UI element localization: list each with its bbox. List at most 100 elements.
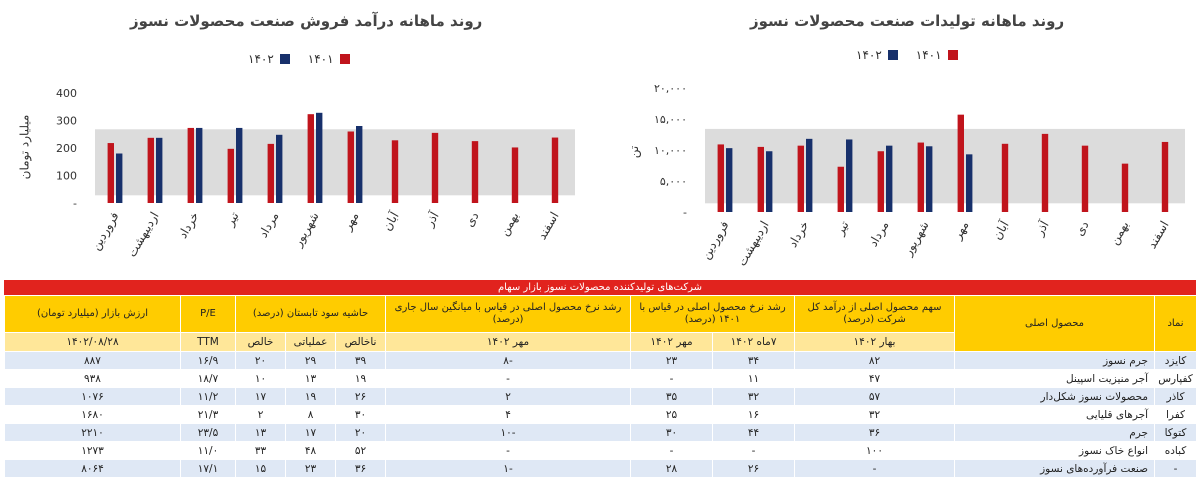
bar-1401 [757, 146, 764, 212]
cell-rate-avg: -۸ [385, 351, 632, 370]
subheader-gross: ناخالص [335, 332, 387, 352]
cell-market-cap: ۱۲۷۳ [4, 441, 181, 460]
cell-rate-mehr: ۲۵ [630, 405, 714, 424]
bar-1401 [431, 132, 439, 203]
revenue-chart: - 100 200 300 400 فروردین اردیبهشت خرداد تیر مردا… [56, 87, 575, 260]
cell-net-margin: ۲ [234, 405, 287, 424]
x-tick-label: شهریور [900, 219, 932, 260]
cell-symbol: - [1154, 459, 1198, 478]
cell-pe: ۲۱/۳ [180, 405, 236, 424]
y-tick-label: 100 [56, 170, 77, 183]
cell-net-margin: ۱۳ [234, 423, 287, 442]
x-tick-label: آذر [1031, 217, 1053, 239]
legend-label-1401: ۱۴۰۱ [307, 52, 334, 66]
x-tick-label: فروردین [699, 219, 733, 263]
x-tick-label: مهر [340, 210, 363, 234]
x-tick-label: فروردین [89, 210, 123, 254]
revenue-chart-legend: ۱۴۰۱ ۱۴۰۲ [248, 52, 350, 66]
subheader-share: بهار ۱۴۰۲ [794, 332, 956, 352]
bar-1402 [726, 148, 733, 212]
cell-net-margin: ۱۰ [234, 369, 287, 388]
plot-background-band [95, 129, 575, 196]
bar-1401 [267, 143, 274, 203]
header-symbol: نماد [1154, 295, 1198, 352]
bar-1401 [471, 141, 479, 203]
cell-product: انواع خاک نسوز [954, 441, 1156, 460]
cell-net-margin: ۲۰ [234, 351, 287, 370]
cell-net-margin: ۱۷ [234, 387, 287, 406]
legend-swatch-1402 [279, 54, 290, 64]
cell-share: ۳۶ [794, 423, 956, 442]
production-chart-legend: ۱۴۰۱ ۱۴۰۲ [856, 48, 958, 62]
cell-share: ۸۲ [794, 351, 956, 370]
y-tick-label: 200 [56, 142, 77, 155]
cell-rate-7m: ۳۴ [712, 351, 796, 370]
table-row: کایزد جرم نسوز ۸۲ ۳۴ ۲۳ -۸ ۳۹ ۲۹ ۲۰ ۱۶/۹ ۸۸۷ [4, 351, 1198, 370]
legend-swatch-1401 [947, 50, 958, 60]
cell-rate-mehr: ۲۸ [630, 459, 714, 478]
cell-share: ۱۰۰ [794, 441, 956, 460]
bar-1401 [551, 137, 559, 203]
bar-1402 [196, 127, 203, 203]
x-tick-label: آبان [989, 217, 1012, 242]
cell-rate-7m: ۱۱ [712, 369, 796, 388]
bar-1401 [1041, 133, 1049, 212]
cell-operating-margin: ۱۹ [285, 387, 337, 406]
cell-gross-margin: ۳۰ [335, 405, 387, 424]
cell-pe: ۱۱/۲ [180, 387, 236, 406]
subheader-pe: TTM [180, 332, 236, 352]
bar-1402 [806, 138, 813, 212]
y-tick-label: - [73, 197, 77, 210]
x-tick-label: آذر [421, 208, 443, 230]
x-tick-label: شهریور [290, 210, 322, 251]
header-rate-avg: رشد نرخ محصول اصلی در قیاس با میانگین سا… [385, 295, 632, 333]
cell-share: ۳۲ [794, 405, 956, 424]
subheader-rate-7m: ۷ماه ۱۴۰۲ [712, 332, 796, 352]
cell-product: جرم [954, 423, 1156, 442]
cell-product: جرم نسوز [954, 351, 1156, 370]
cell-market-cap: ۸۸۷ [4, 351, 181, 370]
bar-1401 [187, 127, 194, 203]
cell-pe: ۱۱/۰ [180, 441, 236, 460]
cell-gross-margin: ۲۶ [335, 387, 387, 406]
bar-1401 [957, 114, 964, 212]
cell-operating-margin: ۱۷ [285, 423, 337, 442]
y-tick-label: ۱۰,۰۰۰ [654, 144, 687, 157]
cell-net-margin: ۳۳ [234, 441, 287, 460]
x-tick-label: اسفند [1145, 219, 1172, 251]
x-tick-label: آبان [379, 208, 402, 233]
cell-rate-avg: ۴ [385, 405, 632, 424]
header-share: سهم محصول اصلی از درآمد کل شرکت (درصد) [794, 295, 956, 333]
x-tick-label: بهمن [497, 210, 522, 239]
table-body: کایزد جرم نسوز ۸۲ ۳۴ ۲۳ -۸ ۳۹ ۲۹ ۲۰ ۱۶/۹ ۸۸۷ کفپارس… [4, 351, 1198, 478]
cell-rate-mehr: - [630, 441, 714, 460]
bar-1402 [316, 112, 323, 203]
bar-1402 [766, 151, 773, 212]
cell-pe: ۲۳/۵ [180, 423, 236, 442]
x-tick-label: خرداد [785, 219, 812, 251]
cell-rate-7m: ۲۶ [712, 459, 796, 478]
cell-market-cap: ۹۳۸ [4, 369, 181, 388]
cell-share: - [794, 459, 956, 478]
cell-pe: ۱۷/۱ [180, 459, 236, 478]
bar-1401 [307, 114, 314, 203]
table-row: کفرا آجرهای قلیایی ۳۲ ۱۶ ۲۵ ۴ ۳۰ ۸ ۲ ۲۱/۳ ۱۶۸۰ [4, 405, 1198, 424]
bar-1402 [966, 154, 973, 212]
bar-1401 [1161, 141, 1169, 212]
x-tick-label: اردیبهشت [125, 210, 163, 260]
cell-symbol: کایزد [1154, 351, 1198, 370]
bar-1401 [917, 142, 924, 212]
cell-symbol: کفرا [1154, 405, 1198, 424]
bar-1401 [347, 131, 354, 203]
cell-symbol: کباده [1154, 441, 1198, 460]
cell-market-cap: ۱۶۸۰ [4, 405, 181, 424]
bar-1401 [1121, 163, 1129, 212]
cell-symbol: کاذر [1154, 387, 1198, 406]
cell-gross-margin: ۳۹ [335, 351, 387, 370]
table-row: کفپارس آجر منیزیت اسپینل ۴۷ ۱۱- -۱۹ ۱۳ ۱۰ ۱۸/۷ ۹… [4, 369, 1198, 388]
x-tick-label: مرداد [256, 210, 283, 241]
header-mcap: ارزش بازار (میلیارد تومان) [4, 295, 181, 333]
cell-gross-margin: ۲۰ [335, 423, 387, 442]
header-margin: حاشیه سود تابستان (درصد) [234, 295, 387, 333]
production-chart-title: روند ماهانه تولیدات صنعت محصولات نسوز [750, 12, 1065, 30]
